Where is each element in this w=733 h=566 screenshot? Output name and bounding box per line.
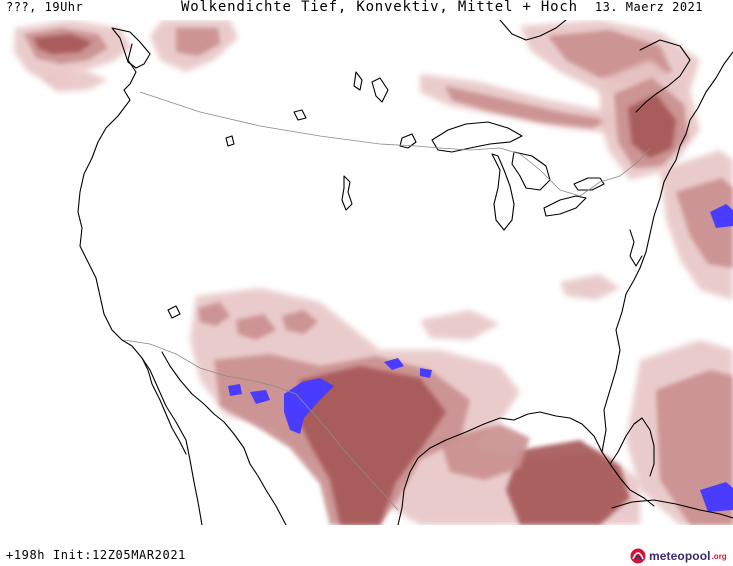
coastline-segment [491,153,515,231]
date-label: 13. Maerz 2021 [594,0,703,14]
coastline-segment [399,133,417,149]
cloud-patch [420,368,432,378]
cloud-patch [440,424,530,480]
cloud-patch [506,440,630,525]
coastline-segment [499,20,567,41]
border-segment [123,339,399,511]
coastline-segment [371,77,389,103]
coastline-segment [111,27,151,69]
coastline-segment [663,51,733,183]
cloud-patch [40,70,108,92]
coastline-segment [141,357,187,455]
cloud-patch [282,310,318,334]
cloud-patch [384,358,404,370]
cloud-patch [198,302,230,326]
logo-tld: .org [711,551,727,561]
cloud-patch [628,94,676,158]
location-time-label: ???, 19Uhr [6,0,84,14]
coastline-segment [543,195,587,217]
cloud-patch [710,204,733,228]
cloud-patch [420,310,500,340]
cloud-density-map [0,20,733,525]
cloud-area-atlantic [626,150,733,525]
coastline-segment [167,305,181,319]
cloud-patch [228,384,242,396]
cloud-patch [676,178,733,268]
cloud-area-south-central [190,288,640,525]
coastlines [77,20,733,525]
coastline-segment [341,175,353,211]
forecast-info: +198h Init:12Z05MAR2021 [6,548,186,562]
meteopool-logo[interactable]: meteopool .org [630,546,727,566]
coastline-segment [511,151,551,191]
coastline-segment [629,229,643,267]
cloud-patch [176,28,220,56]
coastline-segment [431,121,523,153]
cloud-patch [250,390,270,404]
cloud-area-pacific-northwest [14,20,132,92]
border-segment [139,91,441,149]
coastline-segment [225,135,235,147]
cloud-patch [284,378,334,434]
border-segment [439,147,651,197]
cloud-area-canada-east [420,20,700,180]
cloud-patch [34,34,92,54]
cloud-area-plains-cells [198,274,620,340]
cloud-patch [236,314,276,340]
cloud-area-canada-west [150,20,238,72]
coastline-segment [635,39,691,113]
coastline-segment [611,499,733,519]
cloud-patch [700,482,733,512]
cloud-layer [14,20,733,525]
coastline-segment [353,71,363,91]
cloud-patch [445,86,610,128]
meteopool-logo-icon [630,548,646,564]
coastline-segment [573,177,605,191]
logo-text: meteopool [649,549,711,563]
map-canvas [14,20,733,525]
coastline-segment [601,181,665,453]
coastline-segment [293,109,307,121]
political-borders [123,91,651,511]
map-title: Wolkendichte Tief, Konvektiv, Mittel + H… [181,0,578,15]
coastline-segment [77,43,203,525]
coastline-segment [397,411,655,525]
cloud-patch [560,274,620,300]
coastline-segment [609,417,655,477]
coastline-segment [161,351,287,525]
cloud-patch [296,366,446,525]
